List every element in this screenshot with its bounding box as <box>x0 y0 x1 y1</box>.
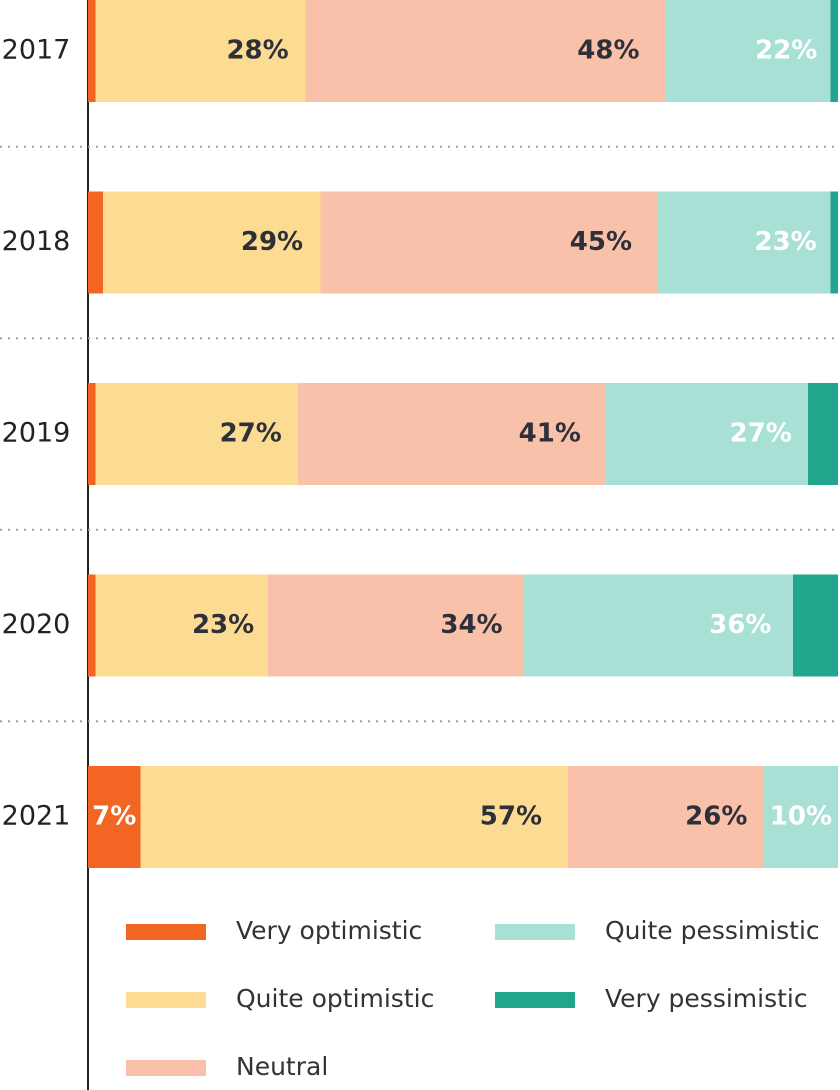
legend-label: Very pessimistic <box>605 984 808 1013</box>
value-label: 27% <box>220 419 282 449</box>
value-label: 36% <box>709 610 771 640</box>
value-label: 28% <box>226 36 288 66</box>
bar-segment <box>88 766 141 868</box>
bar-segment <box>88 191 103 294</box>
y-tick-label: 2018 <box>2 226 71 257</box>
legend-label: Very optimistic <box>236 916 422 945</box>
bar-segment <box>568 766 763 868</box>
legend-swatch <box>495 992 575 1008</box>
value-label: 45% <box>570 227 632 257</box>
bar-segment <box>605 383 808 485</box>
bar-segment <box>88 574 96 677</box>
bar-segment <box>103 191 321 294</box>
bar-segment <box>793 574 838 677</box>
bar-segment <box>88 0 96 102</box>
value-label: 41% <box>519 419 581 449</box>
value-label: 10% <box>770 802 832 832</box>
bar-segment <box>808 383 838 485</box>
value-label: 57% <box>480 802 542 832</box>
value-label: 34% <box>440 610 502 640</box>
bar-segment <box>305 0 666 102</box>
value-label: 23% <box>754 227 816 257</box>
bar-segment <box>88 383 96 485</box>
bar-segment <box>658 191 831 294</box>
y-tick-label: 2017 <box>2 35 71 66</box>
bar-segment <box>665 0 831 102</box>
bar-segment <box>268 574 523 677</box>
bar-segment <box>140 766 568 868</box>
legend-label: Quite pessimistic <box>605 916 820 945</box>
value-label: 26% <box>685 802 747 832</box>
value-label: 7% <box>92 802 136 832</box>
value-label: 27% <box>730 419 792 449</box>
value-label: 29% <box>241 227 303 257</box>
bar-segment <box>298 383 606 485</box>
bar-segment <box>523 574 793 677</box>
legend-swatch <box>126 992 206 1008</box>
value-label: 22% <box>755 36 817 66</box>
y-tick-label: 2019 <box>2 418 71 449</box>
bar-segment <box>763 766 838 868</box>
bar-segment <box>95 383 298 485</box>
bar-segment <box>95 574 268 677</box>
legend-label: Neutral <box>236 1052 328 1081</box>
legend-swatch <box>126 1060 206 1076</box>
bar-segment <box>830 0 838 102</box>
legend-label: Quite optimistic <box>236 984 434 1013</box>
bar-segment <box>830 191 838 294</box>
y-tick-label: 2020 <box>2 609 71 640</box>
legend-swatch <box>126 924 206 940</box>
legend-swatch <box>495 924 575 940</box>
bar-segment <box>320 191 658 294</box>
value-label: 48% <box>577 36 639 66</box>
value-label: 23% <box>192 610 254 640</box>
bar-segment <box>95 0 306 102</box>
y-tick-label: 2021 <box>2 801 71 832</box>
